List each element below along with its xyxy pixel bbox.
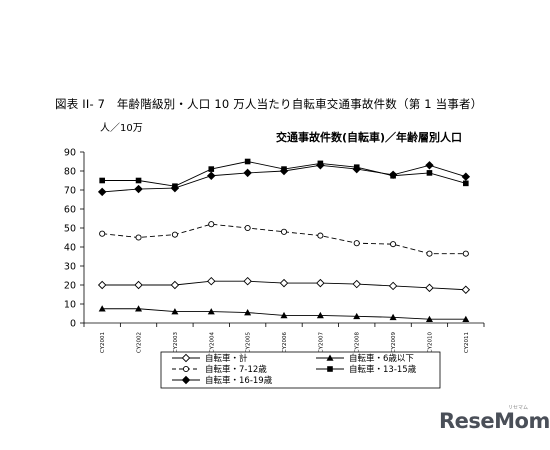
data-point <box>425 283 434 293</box>
data-point <box>390 241 397 248</box>
data-point <box>461 172 471 181</box>
chart-title: 交通事故件数(自転車)／年齢層別人口 <box>276 130 462 144</box>
data-point <box>280 311 288 319</box>
data-point <box>462 315 470 322</box>
data-point <box>243 276 252 286</box>
data-point <box>97 280 107 290</box>
legend-label: 自転車・13-15歳 <box>349 364 417 375</box>
legend-item: 自転車・6歳以下 <box>316 353 414 364</box>
y-tick-label: 50 <box>64 224 76 235</box>
data-point <box>135 177 142 184</box>
data-point <box>134 280 143 290</box>
x-tick-label: CY2010 <box>427 332 433 354</box>
series-line <box>102 223 466 255</box>
data-point <box>461 285 471 294</box>
data-point <box>181 375 191 385</box>
y-tick-label: 90 <box>64 148 76 159</box>
data-point <box>280 228 288 235</box>
data-point <box>135 305 143 312</box>
legend-label: 自転車・6歳以下 <box>349 353 414 364</box>
data-point <box>279 278 289 288</box>
y-tick-label: 20 <box>64 281 76 292</box>
data-point <box>208 166 215 172</box>
y-tick-label: 10 <box>64 300 76 311</box>
x-tick-label: CY2002 <box>137 332 143 353</box>
data-point <box>426 250 433 257</box>
resemom-logo: ReseMom <box>439 409 550 433</box>
data-point <box>279 166 289 176</box>
data-point <box>207 171 216 180</box>
y-tick-label: 30 <box>64 262 76 273</box>
x-tick-label: CY2007 <box>318 332 324 354</box>
legend-item: 自転車・16-19歳 <box>172 375 273 386</box>
data-point <box>243 168 252 178</box>
data-point <box>170 183 180 193</box>
data-point <box>135 234 142 241</box>
data-point <box>134 184 143 194</box>
data-point <box>389 313 397 321</box>
y-tick-label: 70 <box>64 186 76 197</box>
x-tick-label: CY2006 <box>282 332 288 354</box>
legend-label: 自転車・16-19歳 <box>205 375 273 386</box>
data-point <box>244 224 251 232</box>
data-point <box>462 250 469 257</box>
y-axis-unit-label: 人／10万 <box>100 122 143 134</box>
data-point <box>170 280 180 290</box>
data-point <box>426 170 433 176</box>
data-point <box>353 240 360 247</box>
data-point <box>425 161 434 170</box>
y-tick-label: 0 <box>70 319 76 330</box>
data-point <box>326 354 334 361</box>
x-tick-label: CY2011 <box>464 332 470 353</box>
data-point <box>98 305 106 312</box>
data-point <box>353 312 361 320</box>
data-point <box>316 311 324 319</box>
data-point <box>207 308 215 315</box>
legend-item: 自転車・13-15歳 <box>316 364 417 375</box>
legend-item: 自転車・計 <box>172 353 248 364</box>
data-point <box>99 230 106 237</box>
data-point <box>316 278 325 288</box>
data-point <box>208 221 215 228</box>
data-point <box>388 170 398 180</box>
data-point <box>171 231 178 238</box>
data-point <box>171 308 179 315</box>
data-point <box>463 180 469 187</box>
data-point <box>181 353 191 363</box>
data-point <box>352 279 361 289</box>
data-point <box>97 187 107 197</box>
data-point <box>327 366 333 372</box>
y-tick-label: 80 <box>64 167 76 178</box>
legend-box <box>160 351 441 389</box>
resemom-logo-kana: リセマム <box>508 405 529 411</box>
data-point <box>352 164 361 174</box>
data-point <box>425 315 433 322</box>
series-group <box>97 161 471 197</box>
series-group <box>99 221 469 257</box>
x-tick-label: CY2003 <box>173 332 179 354</box>
data-point <box>182 365 190 373</box>
data-point <box>99 177 105 184</box>
series-group <box>97 276 471 294</box>
data-point <box>244 309 252 316</box>
series-group <box>98 305 470 322</box>
x-tick-label: CY2005 <box>246 332 252 354</box>
x-tick-label: CY2001 <box>100 332 106 353</box>
y-tick-label: 60 <box>64 205 76 216</box>
data-point <box>244 158 251 165</box>
legend-label: 自転車・計 <box>205 353 248 364</box>
legend-item: 自転車・7-12歳 <box>172 364 267 375</box>
data-point <box>316 161 325 170</box>
figure-title: 図表 II- 7 年齢階級別・人口 10 万人当たり自転車交通事故件数（第 1 … <box>55 97 483 111</box>
data-point <box>207 276 216 286</box>
data-point <box>317 232 324 239</box>
y-tick-label: 40 <box>64 243 76 254</box>
x-tick-label: CY2004 <box>209 332 215 354</box>
data-point <box>388 281 398 291</box>
x-tick-label: CY2008 <box>355 332 361 354</box>
legend-label: 自転車・7-12歳 <box>205 364 267 375</box>
x-tick-label: CY2009 <box>391 332 397 354</box>
